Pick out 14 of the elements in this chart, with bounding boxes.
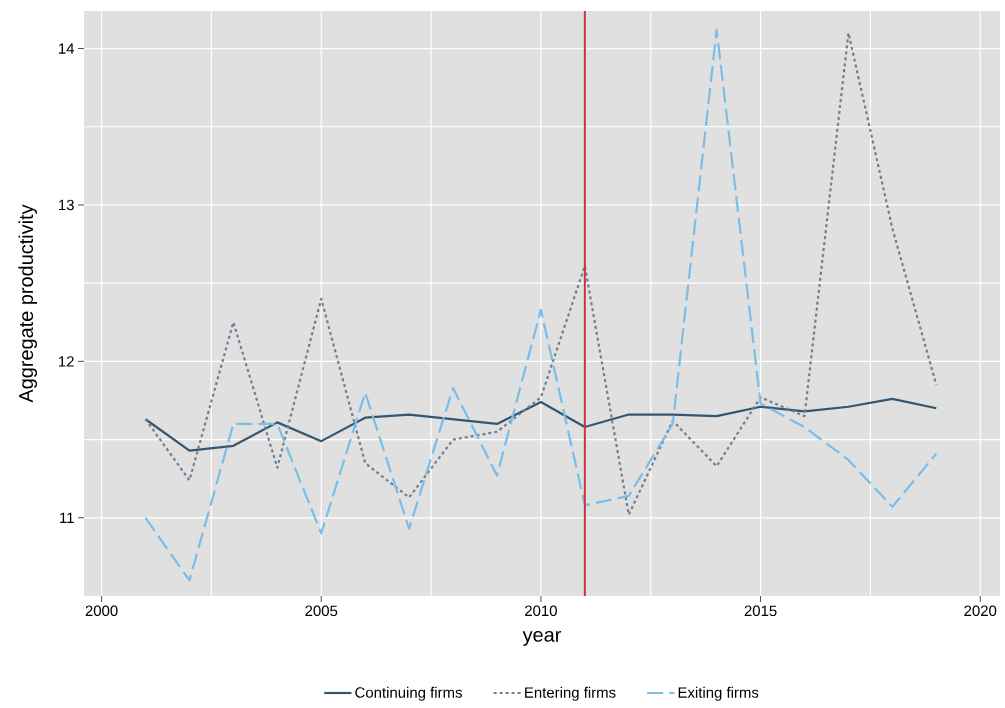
- legend-label: Exiting firms: [678, 686, 759, 701]
- x-tick-label: 2015: [744, 605, 777, 617]
- x-tick-label: 2005: [305, 605, 338, 617]
- y-axis-title: Aggregate productivity: [18, 204, 38, 403]
- y-tick-label: 13: [59, 199, 74, 211]
- y-tick-label: 12: [59, 356, 74, 367]
- y-tick-label: 11: [60, 512, 74, 523]
- y-tick-label: 14: [59, 43, 75, 54]
- legend-label: Entering firms: [525, 686, 616, 701]
- x-axis-title: year: [522, 630, 562, 646]
- x-tick-label: 2020: [964, 605, 997, 617]
- x-tick-label: 2000: [85, 605, 118, 617]
- legend-label: Continuing firms: [355, 686, 462, 701]
- x-tick-label: 2010: [525, 605, 557, 617]
